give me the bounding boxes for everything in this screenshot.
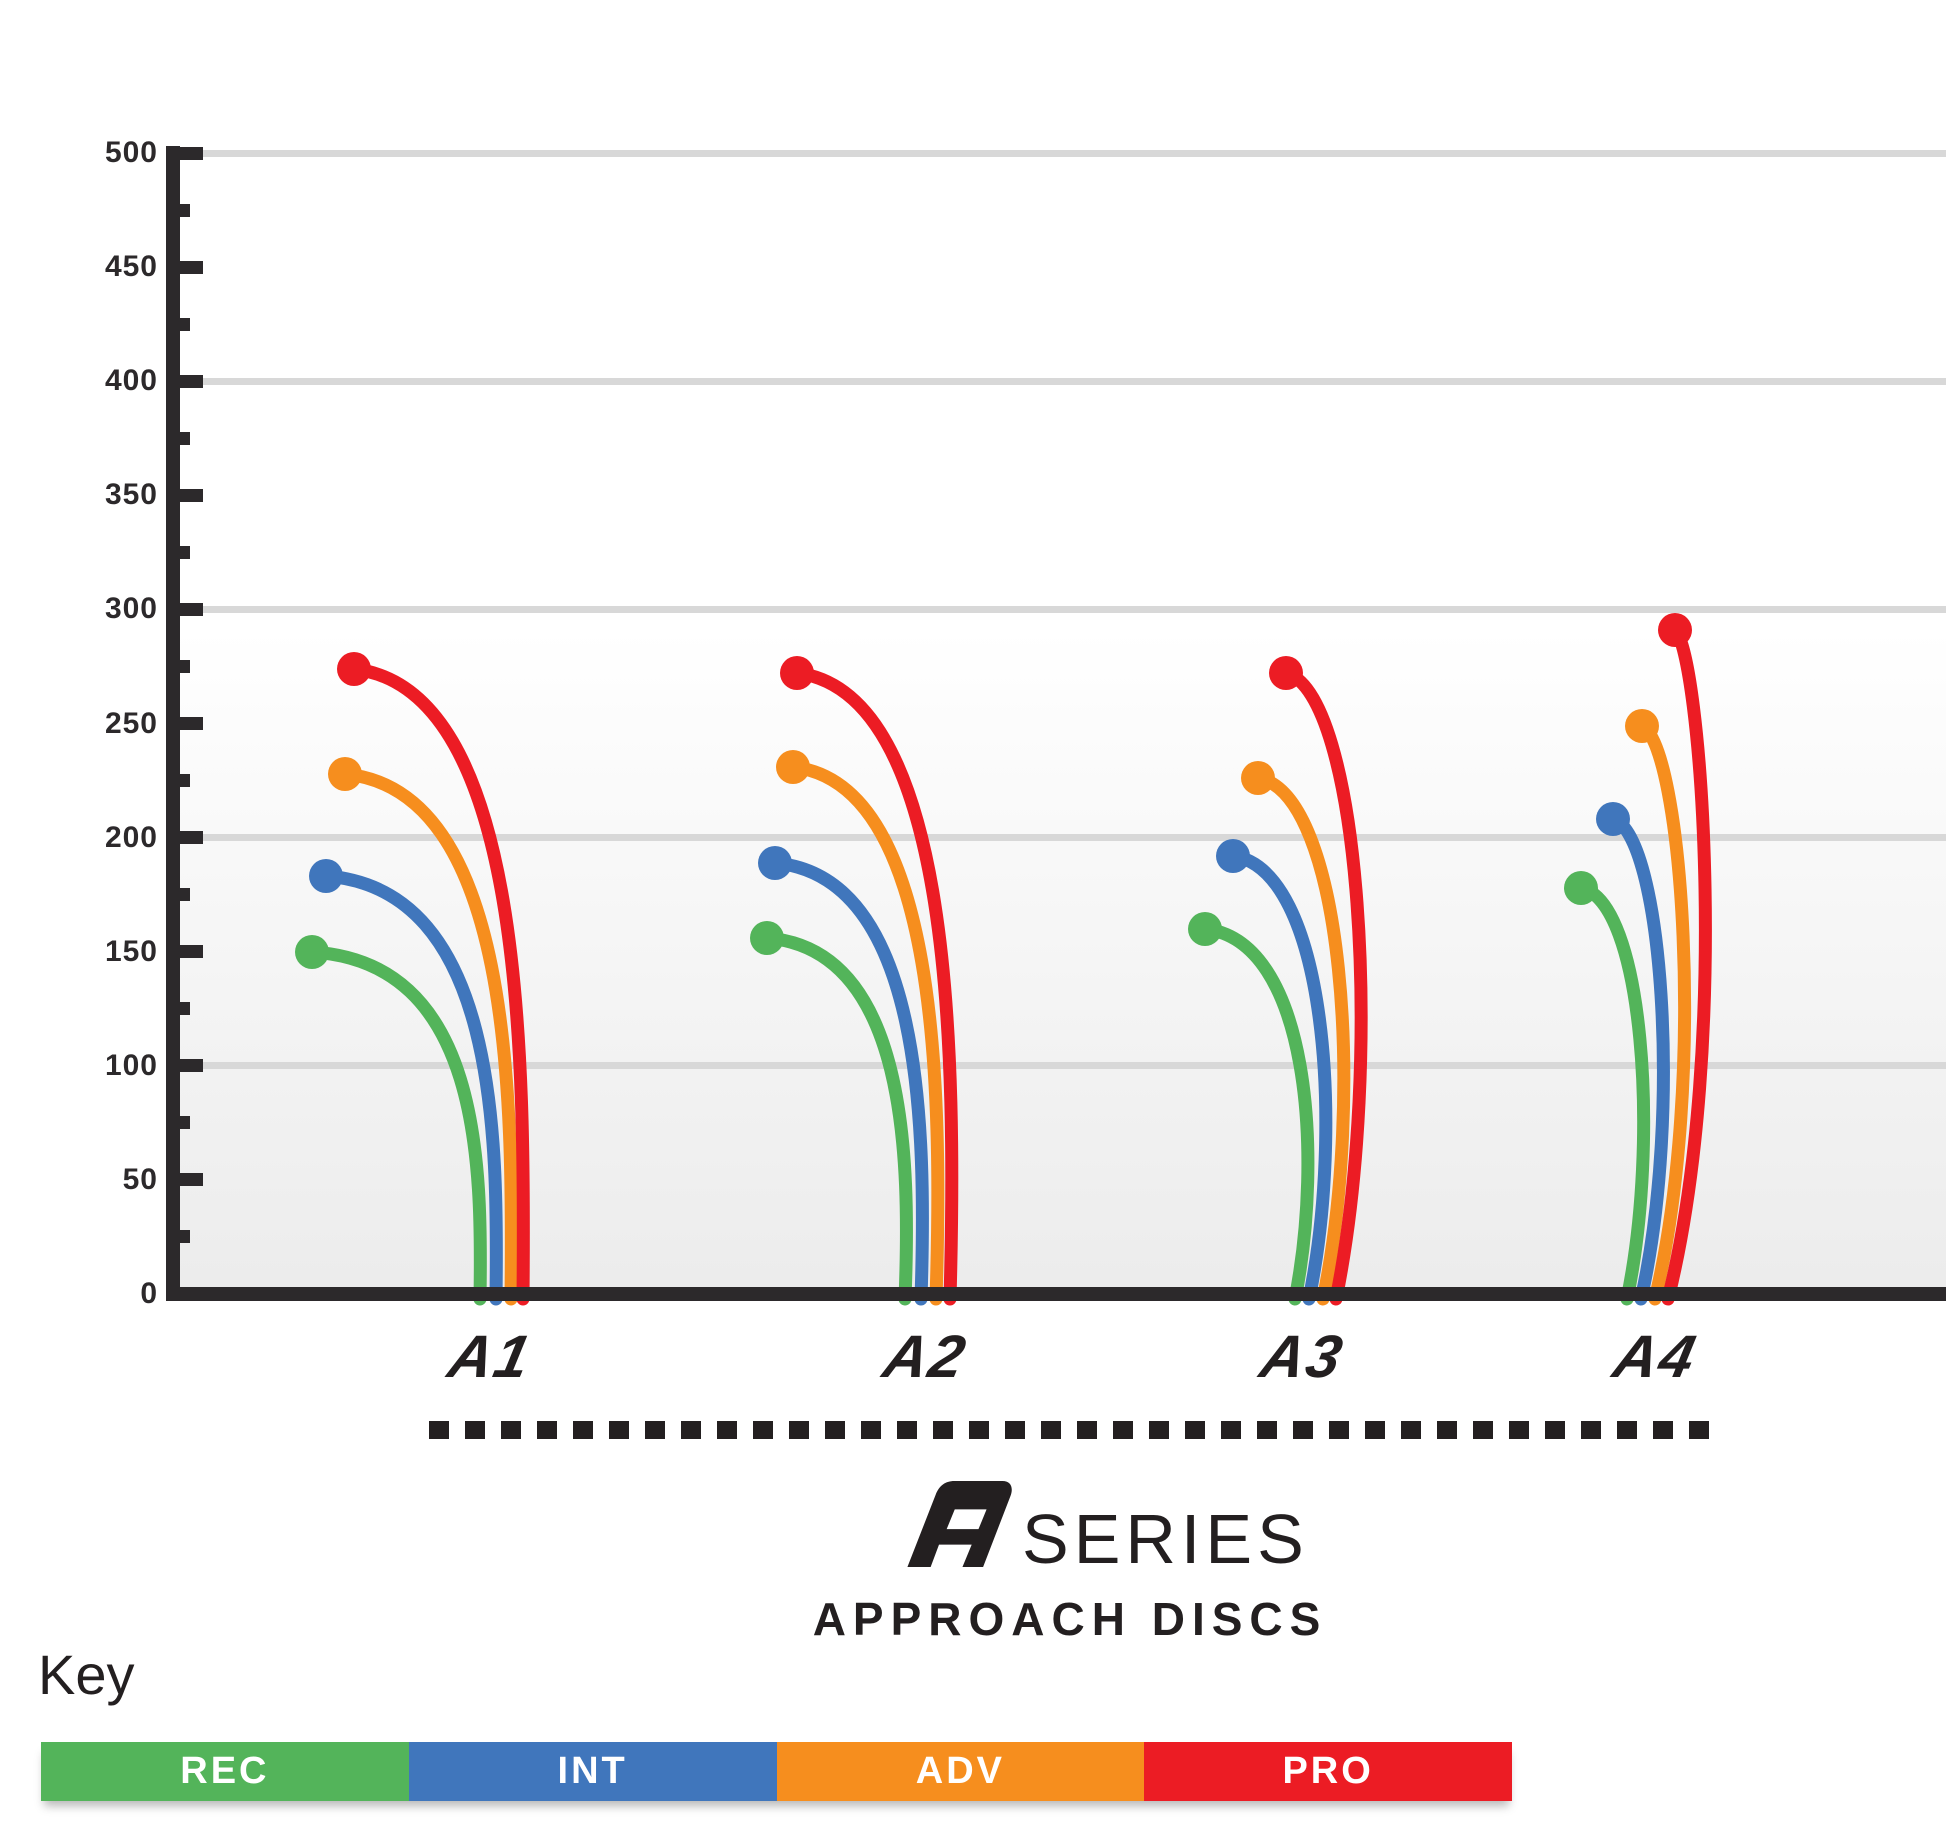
key-segment-REC: REC [41, 1742, 409, 1801]
y-tick-major-200 [172, 831, 203, 845]
y-tick-minor-475 [172, 203, 190, 217]
disc-label-A1: A1 [380, 1322, 600, 1391]
y-tick-minor-225 [172, 774, 190, 788]
flight-path-A4-ADV [1635, 719, 1692, 1306]
y-tick-minor-175 [172, 888, 190, 902]
approach-discs-subtitle: APPROACH DISCS [812, 1593, 1328, 1645]
y-tick-label-400: 400 [104, 364, 158, 398]
landing-dot-A2-PRO [780, 656, 814, 690]
y-tick-major-250 [172, 717, 203, 730]
landing-dot-A4-INT [1596, 802, 1630, 836]
flight-path-A1-ADV [338, 767, 518, 1306]
y-tick-minor-425 [172, 317, 190, 331]
flight-path-A1-REC [305, 945, 487, 1306]
y-tick-minor-275 [172, 659, 190, 673]
y-tick-label-300: 300 [104, 592, 158, 626]
y-tick-major-50 [172, 1173, 203, 1187]
flight-path-A2-REC [760, 931, 913, 1306]
skill-level-key: REC INT ADV PRO [41, 1742, 1512, 1801]
y-tick-major-500 [172, 146, 203, 160]
y-tick-major-350 [172, 488, 203, 502]
y-tick-label-500: 500 [104, 136, 158, 169]
flight-path-A1-INT [319, 869, 503, 1306]
disc-label-A2: A2 [815, 1322, 1035, 1391]
y-tick-major-150 [172, 945, 203, 959]
y-tick-minor-75 [172, 1116, 190, 1130]
disc-label-A4: A4 [1545, 1322, 1765, 1391]
y-tick-label-450: 450 [104, 250, 158, 284]
flight-path-A4-PRO [1661, 623, 1712, 1306]
y-tick-label-50: 50 [122, 1162, 158, 1196]
disc-label-A3: A3 [1192, 1322, 1412, 1391]
x-axis-line [166, 1287, 1946, 1301]
y-tick-label-350: 350 [104, 478, 158, 512]
landing-dot-A3-ADV [1241, 761, 1275, 795]
key-segment-PRO: PRO [1144, 1742, 1512, 1801]
y-tick-major-400 [172, 374, 203, 388]
y-tick-label-150: 150 [104, 934, 158, 968]
gridline-500 [183, 149, 1946, 157]
flight-path-A4-INT [1606, 812, 1670, 1306]
flight-path-A1-PRO [347, 662, 530, 1306]
y-tick-label-100: 100 [104, 1048, 158, 1082]
flight-path-A4-REC [1574, 881, 1651, 1306]
flight-path-A3-ADV [1251, 771, 1351, 1306]
landing-dot-A3-REC [1188, 912, 1222, 946]
flight-path-A2-PRO [790, 666, 959, 1306]
flight-path-A3-INT [1226, 849, 1333, 1306]
y-tick-label-250: 250 [104, 706, 158, 740]
y-tick-minor-125 [172, 1002, 190, 1016]
gridline-100 [183, 1062, 1946, 1070]
gridline-200 [183, 834, 1946, 842]
key-heading: Key [38, 1643, 135, 1706]
y-tick-label-200: 200 [104, 820, 158, 854]
y-tick-major-300 [172, 602, 203, 616]
landing-dot-A4-REC [1564, 871, 1598, 905]
disc-label-text: A1 [442, 1323, 538, 1390]
landing-dot-A2-REC [750, 921, 784, 955]
flight-path-A2-ADV [786, 760, 945, 1306]
flight-path-A3-REC [1198, 922, 1315, 1306]
y-tick-major-450 [172, 260, 203, 274]
landing-dot-A4-PRO [1658, 613, 1692, 647]
landing-dot-A3-PRO [1269, 656, 1303, 690]
landing-dot-A1-INT [309, 859, 343, 893]
key-segment-INT: INT [408, 1742, 777, 1801]
gridline-300 [183, 605, 1946, 613]
landing-dot-A2-ADV [776, 750, 810, 784]
flight-path-A2-INT [768, 856, 929, 1306]
key-segment-ADV: ADV [776, 1742, 1145, 1801]
disc-label-text: A2 [877, 1323, 973, 1390]
landing-dot-A1-ADV [328, 757, 362, 791]
dashed-underline [429, 1421, 1711, 1439]
disc-label-text: A4 [1607, 1323, 1703, 1390]
a-series-logo-icon [907, 1481, 1012, 1567]
landing-dot-A1-REC [295, 935, 329, 969]
landing-dot-A2-INT [758, 846, 792, 880]
flight-path-A3-PRO [1279, 666, 1368, 1306]
y-tick-minor-325 [172, 545, 190, 559]
landing-dot-A4-ADV [1625, 709, 1659, 743]
y-tick-minor-25 [172, 1230, 190, 1244]
landing-dot-A3-INT [1216, 839, 1250, 873]
gridline-400 [183, 377, 1946, 385]
y-tick-label-0: 0 [140, 1277, 158, 1310]
y-tick-minor-375 [172, 431, 190, 445]
y-tick-major-100 [172, 1059, 203, 1073]
series-title: SERIES [1022, 1500, 1309, 1578]
landing-dot-A1-PRO [337, 652, 371, 686]
disc-label-text: A3 [1254, 1323, 1350, 1390]
